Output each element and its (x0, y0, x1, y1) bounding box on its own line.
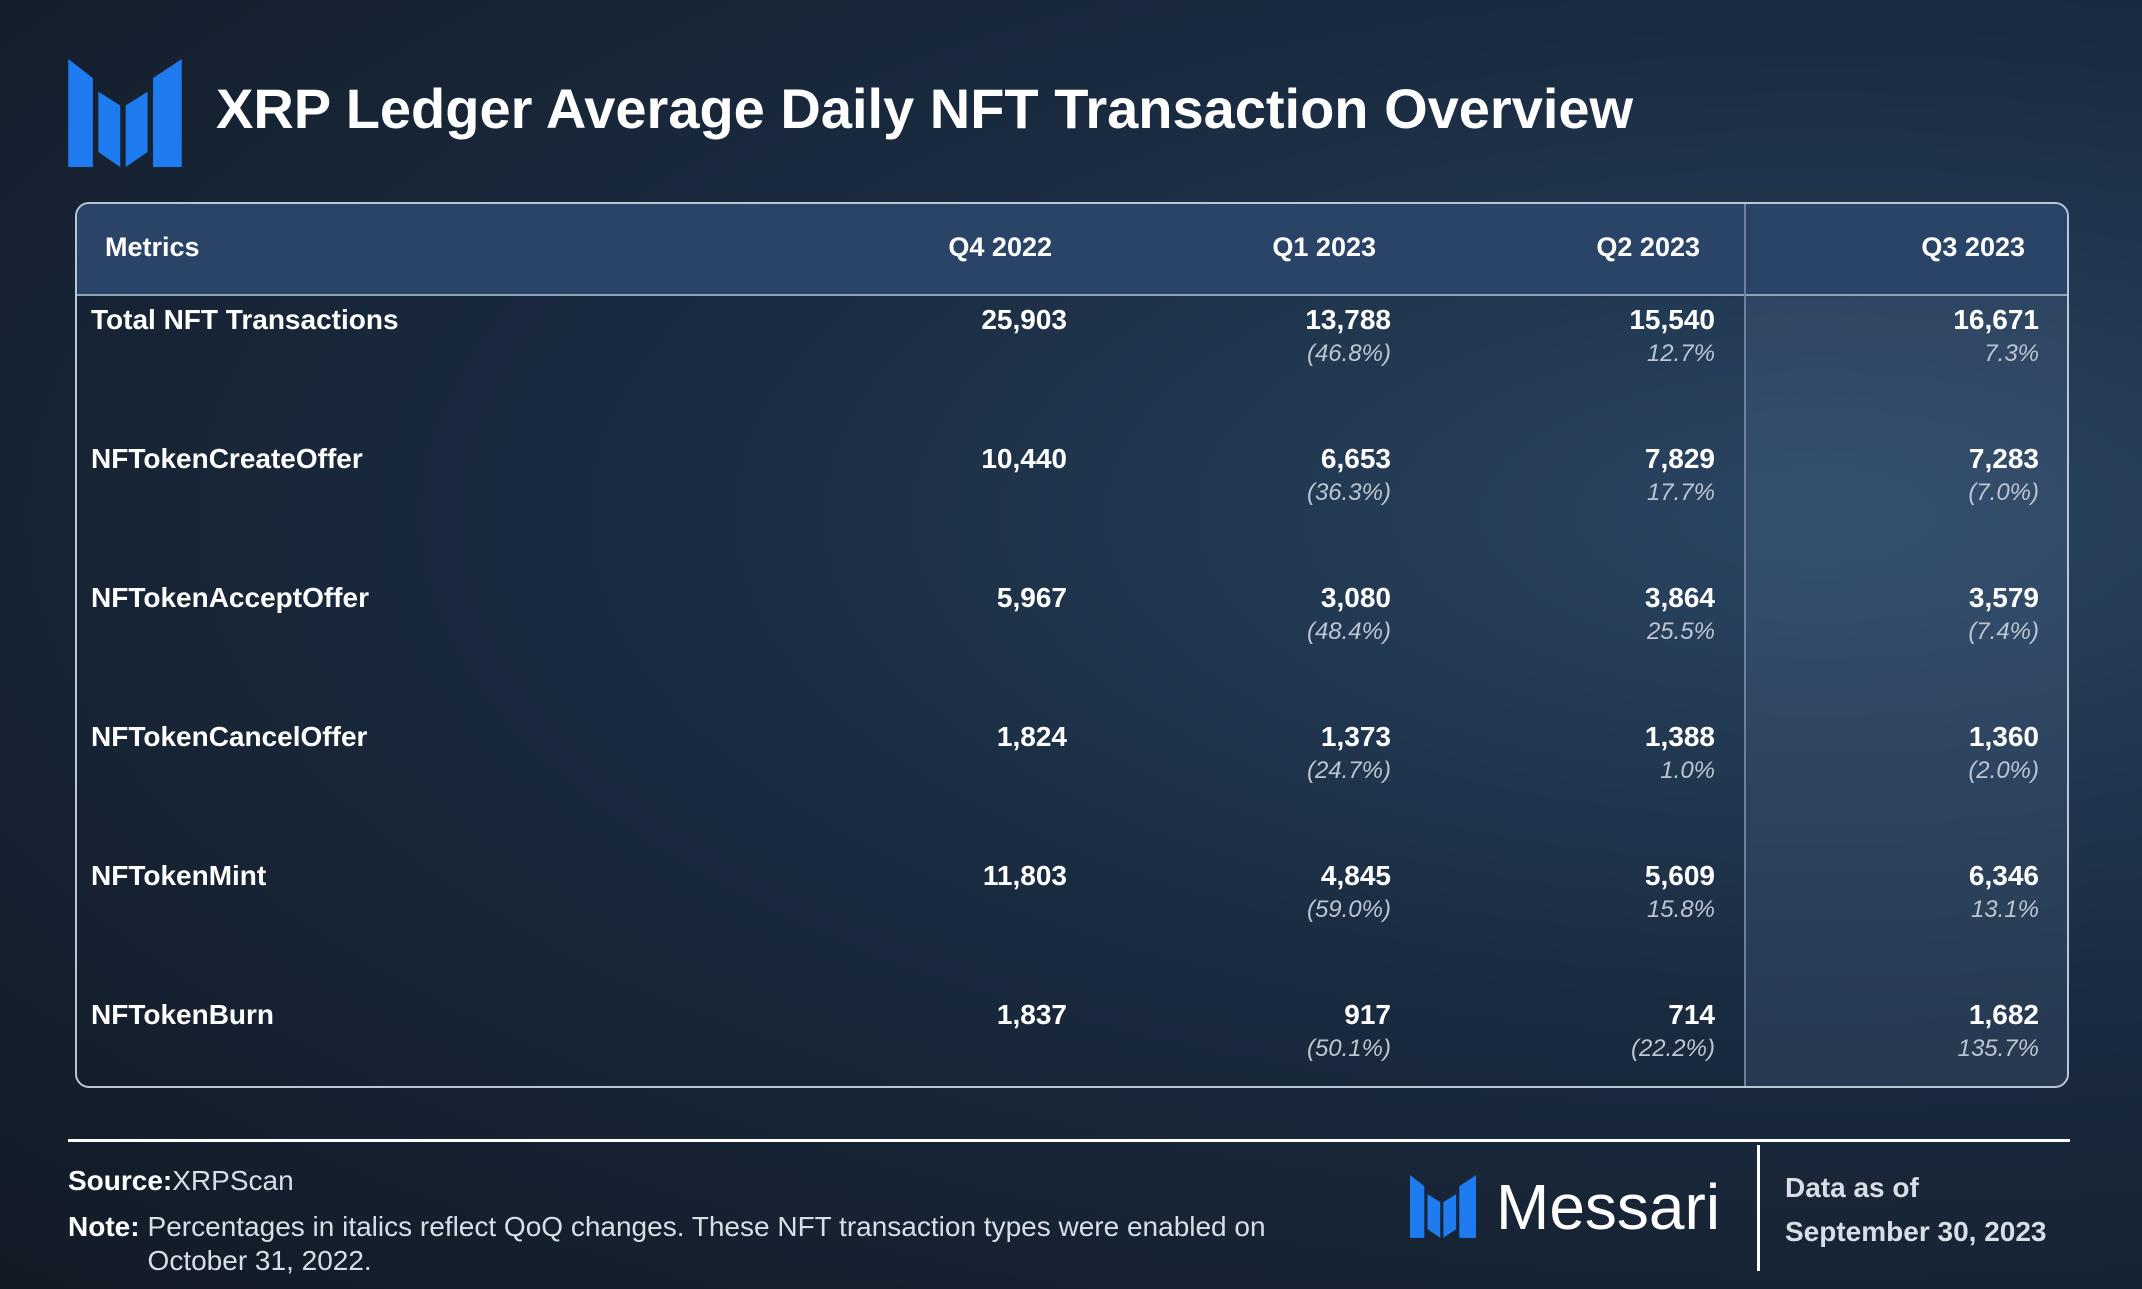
column-header: Q4 2022 (948, 232, 1052, 262)
cell-change: (48.4%) (1306, 618, 1391, 645)
cell-value: 714 (1668, 999, 1715, 1030)
brand-logo (1410, 1175, 1476, 1238)
cell-value: 13,788 (1305, 304, 1391, 335)
cell-value: 1,837 (996, 999, 1067, 1030)
cell-value: 10,440 (981, 443, 1067, 474)
cell-value: 4,845 (1320, 860, 1391, 891)
brand: Messari (1496, 1171, 1721, 1243)
row-label: NFTokenCreateOffer (91, 443, 363, 474)
note: Percentages in italics reflect QoQ chang… (147, 1211, 1266, 1276)
row-label: NFTokenCancelOffer (91, 721, 368, 752)
cell-value: 11,803 (982, 860, 1067, 891)
cell-value: 1,824 (996, 721, 1067, 752)
source-label: Source: (68, 1165, 173, 1196)
cell-value: 3,864 (1644, 582, 1715, 613)
row-label: Total NFT Transactions (91, 304, 399, 335)
cell-value: 1,373 (1320, 721, 1391, 752)
cell-value: 5,609 (1644, 860, 1715, 891)
data-as-of: September 30, 2023 (1785, 1216, 2047, 1247)
cell-value: 917 (1344, 999, 1391, 1030)
row-label: NFTokenBurn (91, 999, 275, 1030)
cell-change: (24.7%) (1306, 757, 1391, 784)
title: XRP Ledger Average Daily NFT Transaction… (216, 77, 1634, 140)
cell-value: 6,346 (1968, 860, 2039, 891)
footer-rule (68, 1139, 2070, 1142)
cell-value: 1,388 (1644, 721, 1715, 752)
cell-value: 3,579 (1968, 582, 2039, 613)
cell-change: (7.0%) (1968, 479, 2039, 506)
cell-change: 7.3% (1984, 340, 2039, 367)
cell-value: 7,283 (1968, 443, 2039, 474)
cell-value: 3,080 (1320, 582, 1391, 613)
cell-change: 1.0% (1660, 757, 1715, 784)
cell-value: 7,829 (1644, 443, 1715, 474)
cell-change: (59.0%) (1306, 896, 1391, 923)
column-header: Metrics (105, 232, 200, 262)
highlight-column (1745, 204, 2067, 1086)
footer-divider (1757, 1145, 1760, 1271)
column-divider (1744, 204, 1746, 1086)
cell-value: 6,653 (1320, 443, 1391, 474)
data-as-of-label: Data as of (1785, 1172, 1919, 1203)
column-header: Q1 2023 (1272, 232, 1376, 262)
cell-value: 16,671 (1953, 304, 2039, 335)
cell-value: 15,540 (1629, 304, 1715, 335)
cell-change: 12.7% (1646, 340, 1715, 367)
row-label: NFTokenAcceptOffer (91, 582, 369, 613)
cell-change: (2.0%) (1968, 757, 2039, 784)
cell-value: 1,360 (1968, 721, 2039, 752)
cell-change: 13.1% (1970, 896, 2039, 923)
row-label: NFTokenMint (91, 860, 267, 891)
column-header: Q3 2023 (1921, 232, 2025, 262)
note-label: Note: (68, 1211, 140, 1242)
cell-change: (50.1%) (1306, 1035, 1391, 1062)
cell-value: 5,967 (996, 582, 1067, 613)
source: XRPScan (172, 1165, 294, 1196)
cell-change: (22.2%) (1630, 1035, 1715, 1062)
logo (68, 59, 182, 167)
header-row (77, 204, 2067, 296)
cell-change: (36.3%) (1306, 479, 1391, 506)
table: Metrics Q4 2022 Q1 2023 Q2 2023 Q3 2023 Total… (75, 202, 2069, 1088)
cell-value: 1,682 (1968, 999, 2039, 1030)
cell-change: (7.4%) (1968, 618, 2039, 645)
cell-value: 25,903 (981, 304, 1067, 335)
cell-change: 15.8% (1646, 896, 1715, 923)
cell-change: 17.7% (1646, 479, 1715, 506)
cell-change: (46.8%) (1306, 340, 1391, 367)
column-header: Q2 2023 (1596, 232, 1700, 262)
cell-change: 25.5% (1646, 618, 1715, 645)
cell-change: 135.7% (1957, 1035, 2039, 1062)
